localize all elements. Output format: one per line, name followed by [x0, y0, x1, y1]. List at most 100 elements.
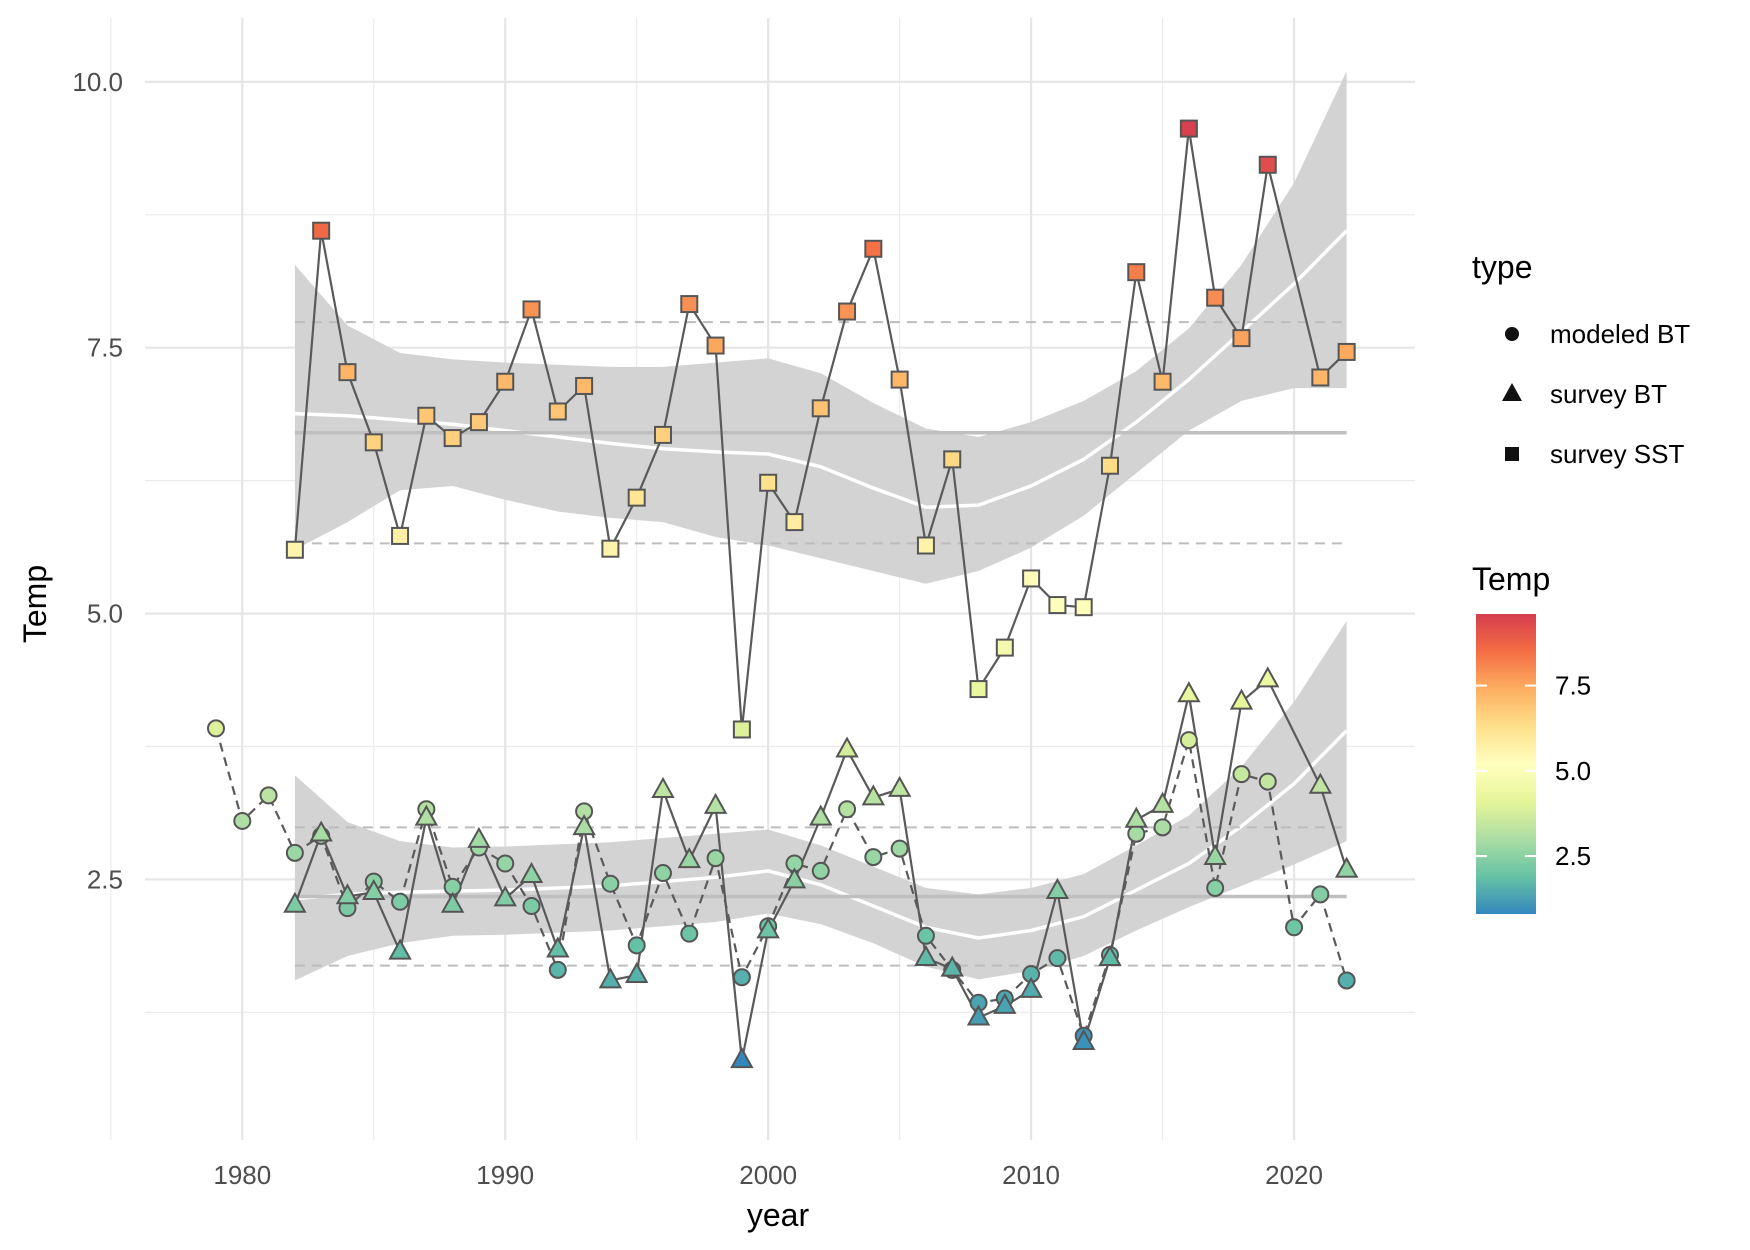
legend-type-label: survey BT: [1550, 379, 1667, 409]
point-survey-bt: [546, 936, 570, 958]
point-survey-bt: [1229, 688, 1254, 710]
point-modeled-bt: [838, 800, 857, 819]
point-survey-bt: [835, 736, 859, 758]
point-survey-sst: [1022, 569, 1041, 588]
legend-type-label: modeled BT: [1550, 319, 1690, 349]
point-survey-bt: [362, 878, 386, 901]
point-survey-bt: [966, 1004, 991, 1026]
point-survey-bt: [1334, 856, 1359, 878]
point-survey-bt: [467, 826, 491, 848]
point-survey-sst: [1232, 329, 1251, 348]
point-survey-bt: [940, 955, 964, 977]
legend-circle-icon: [1505, 327, 1519, 341]
point-survey-bt: [1150, 791, 1175, 813]
point-survey-sst: [548, 402, 567, 421]
point-modeled-bt: [916, 926, 935, 945]
y-tick-label: 7.5: [87, 333, 123, 363]
point-survey-bt: [993, 992, 1017, 1014]
legend-color: Temp 2.5 5.0 7.5: [1472, 561, 1591, 914]
point-survey-bt: [414, 804, 439, 826]
confidence-band: [294, 621, 1347, 981]
point-modeled-bt: [706, 849, 725, 868]
smooth-fit-line: [294, 729, 1348, 940]
point-modeled-bt: [1285, 918, 1304, 937]
point-survey-sst: [601, 539, 620, 558]
smooth-bands: [294, 71, 1348, 981]
point-survey-sst: [312, 221, 331, 240]
point-survey-bt: [861, 784, 886, 806]
legend-triangle-icon: [1502, 383, 1522, 401]
point-survey-sst: [338, 363, 357, 382]
point-survey-bt: [519, 861, 544, 884]
point-survey-sst: [575, 376, 594, 395]
point-survey-bt: [1308, 772, 1333, 794]
point-survey-bt: [1071, 1028, 1096, 1050]
point-survey-bt: [1124, 806, 1148, 828]
point-survey-sst: [864, 239, 883, 258]
colorbar-tick-label: 7.5: [1555, 671, 1591, 701]
point-modeled-bt: [391, 892, 410, 911]
point-modeled-bt: [653, 864, 672, 883]
point-survey-bt: [388, 938, 412, 960]
point-survey-sst: [653, 425, 672, 444]
point-survey-sst: [916, 536, 935, 555]
legend-color-title: Temp: [1472, 561, 1550, 597]
x-tick-label: 2020: [1265, 1160, 1323, 1190]
point-survey-bt: [809, 804, 833, 826]
point-survey-sst: [1127, 263, 1146, 282]
x-tick-label: 2010: [1002, 1160, 1060, 1190]
point-modeled-bt: [548, 960, 567, 979]
legend-square-icon: [1505, 447, 1519, 461]
point-survey-sst: [391, 526, 410, 545]
point-modeled-bt: [206, 719, 225, 738]
axes: 2.5 5.0 7.5 10.0 1980 1990 2000 2010 2020: [72, 67, 1323, 1190]
point-survey-sst: [732, 720, 751, 739]
point-survey-sst: [811, 399, 830, 418]
point-modeled-bt: [1337, 971, 1356, 990]
series-points: [206, 119, 1359, 1069]
confidence-band: [294, 71, 1347, 584]
point-survey-bt: [440, 891, 465, 913]
point-survey-sst: [995, 638, 1014, 657]
point-modeled-bt: [1048, 949, 1067, 968]
point-modeled-bt: [259, 786, 278, 805]
x-tick-label: 1990: [476, 1160, 534, 1190]
point-survey-sst: [417, 406, 436, 425]
x-tick-label: 2000: [739, 1160, 797, 1190]
legend-type-title: type: [1472, 249, 1532, 285]
point-survey-bt: [1019, 976, 1043, 998]
x-tick-label: 1980: [213, 1160, 271, 1190]
point-modeled-bt: [496, 854, 515, 873]
y-tick-label: 5.0: [87, 599, 123, 629]
point-survey-sst: [443, 429, 462, 448]
point-modeled-bt: [890, 839, 909, 858]
point-survey-sst: [1337, 342, 1356, 361]
point-survey-sst: [1074, 598, 1093, 617]
point-modeled-bt: [1179, 731, 1198, 750]
x-axis-title: year: [747, 1197, 810, 1233]
point-survey-sst: [285, 540, 304, 559]
point-modeled-bt: [522, 897, 541, 916]
point-modeled-bt: [732, 968, 751, 987]
point-modeled-bt: [864, 848, 883, 867]
point-modeled-bt: [233, 811, 252, 830]
point-survey-sst: [1258, 155, 1277, 174]
y-tick-label: 2.5: [87, 864, 123, 894]
point-survey-bt: [335, 883, 360, 905]
series-line: [293, 128, 1348, 730]
point-modeled-bt: [1232, 765, 1251, 784]
point-survey-sst: [890, 370, 909, 389]
legend-type: type modeled BT survey BT survey SST: [1472, 249, 1690, 469]
series-line: [293, 677, 1348, 1061]
point-survey-bt: [651, 776, 675, 798]
y-axis-title: Temp: [17, 565, 53, 643]
point-survey-bt: [677, 847, 701, 869]
point-modeled-bt: [811, 861, 830, 880]
point-survey-sst: [1206, 288, 1225, 307]
point-modeled-bt: [680, 924, 699, 943]
point-survey-sst: [364, 433, 383, 452]
point-modeled-bt: [1153, 818, 1172, 837]
point-survey-sst: [627, 488, 646, 507]
point-modeled-bt: [1258, 772, 1277, 791]
